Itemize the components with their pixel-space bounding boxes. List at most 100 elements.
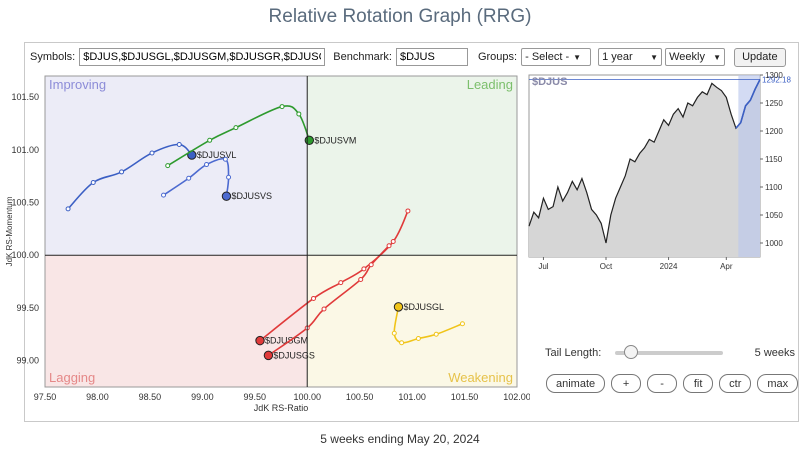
symbols-input[interactable]: [79, 48, 326, 66]
price-recent-line: [735, 79, 761, 129]
series-label: $DJUSVL: [197, 150, 237, 160]
x-tick-label: 100.50: [346, 392, 374, 402]
series-label: $DJUSVS: [231, 191, 272, 201]
groups-select-value: - Select -: [525, 51, 570, 63]
price-y-tick-label: 1300: [765, 72, 783, 80]
series-head-point: [304, 135, 315, 146]
y-tick-label: 99.00: [16, 356, 39, 366]
series-tail-point: [399, 340, 405, 346]
max-button[interactable]: max: [757, 374, 799, 393]
frequency-select-value: Weekly: [669, 51, 705, 63]
y-tick-label: 101.50: [11, 92, 39, 102]
y-tick-label: 99.50: [16, 303, 39, 313]
period-select[interactable]: 1 year ▼: [598, 48, 663, 66]
x-tick-label: 98.50: [139, 392, 162, 402]
benchmark-input[interactable]: [395, 48, 468, 66]
series-tail-point: [207, 137, 213, 143]
series-head-point: [255, 335, 265, 346]
slider-handle[interactable]: [623, 345, 638, 359]
plot-border: [44, 75, 518, 388]
y-tick-label: 100.00: [11, 250, 39, 260]
quadrant-improving: [45, 76, 308, 256]
page-title: Relative Rotation Graph (RRG): [268, 6, 532, 27]
series-tail-point: [165, 163, 171, 169]
price-chart-title: $DJUS: [532, 76, 567, 88]
controls-bar: Symbols: Benchmark: Groups: - Select - ▼…: [30, 47, 790, 67]
price-y-tick-label: 1050: [765, 211, 783, 220]
y-tick-label: 100.50: [11, 198, 39, 208]
series-tail-point: [390, 239, 396, 245]
series-head-point: [393, 302, 404, 312]
price-line: [528, 79, 761, 244]
series-tail-point: [186, 175, 192, 181]
series-tail-point: [204, 162, 210, 168]
quadrant-leading: [307, 76, 517, 256]
chevron-down-icon: ▼: [713, 52, 722, 62]
tail-length-control: Tail Length: 5 weeks: [545, 344, 795, 362]
series-label: $DJUSGM: [265, 336, 308, 346]
x-tick-label: 101.00: [398, 392, 426, 402]
series-tail-point: [415, 336, 421, 342]
price-x-tick-label: Jul: [538, 262, 548, 271]
quadrant-lagging: [45, 255, 308, 387]
series-tail-point: [433, 331, 439, 337]
zoom-in-button[interactable]: +: [611, 374, 642, 393]
series-tail-point: [368, 262, 374, 268]
series-tail-point: [391, 330, 397, 336]
series-tail-point: [321, 306, 327, 312]
tail-length-slider[interactable]: [615, 345, 724, 359]
series-tail-point: [279, 104, 285, 110]
date-range-caption: 5 weeks ending May 20, 2024: [320, 432, 480, 446]
period-select-value: 1 year: [602, 51, 633, 63]
series-tail-point: [459, 321, 465, 327]
x-axis-label: JdK RS-Ratio: [254, 403, 309, 413]
series-tail-point: [176, 142, 182, 148]
series-tail-point: [161, 192, 167, 198]
series-tail-point: [119, 169, 125, 175]
series-tail-point: [233, 125, 239, 131]
series-head-point: [263, 350, 274, 361]
series-tail-point: [65, 206, 71, 212]
center-button[interactable]: ctr: [719, 374, 752, 393]
series-tail-point: [361, 266, 367, 272]
series-tail-point: [405, 208, 411, 214]
zoom-out-button[interactable]: -: [647, 374, 678, 393]
chart-buttons: animate + - fit ctr max: [546, 374, 799, 393]
y-tick-label: 101.00: [11, 145, 39, 155]
series-tail-point: [226, 174, 232, 180]
frequency-select[interactable]: Weekly ▼: [665, 48, 726, 66]
animate-button[interactable]: animate: [546, 374, 606, 393]
chevron-down-icon: ▼: [573, 52, 582, 62]
y-axis-label: JdK RS-Momentum: [5, 196, 14, 266]
price-y-tick-label: 1250: [765, 99, 783, 108]
last-value-label: 1292.18: [762, 75, 791, 84]
series-tail-point: [358, 276, 364, 282]
groups-select[interactable]: - Select - ▼: [521, 48, 592, 66]
quadrant-label-leading: Leading: [467, 77, 513, 92]
price-area: [529, 79, 760, 257]
price-x-tick-label: 2024: [660, 262, 678, 271]
price-x-tick-label: Apr: [720, 262, 733, 271]
series-tail-point: [296, 111, 302, 117]
tail-length-value: 5 weeks: [754, 347, 795, 359]
x-tick-label: 101.50: [451, 392, 479, 402]
series-tail-point: [149, 150, 155, 156]
update-button[interactable]: Update: [734, 47, 786, 67]
quadrant-label-improving: Improving: [49, 77, 106, 92]
series-label: $DJUSGL: [403, 302, 444, 312]
x-tick-label: 99.50: [244, 392, 267, 402]
quadrant-label-lagging: Lagging: [49, 370, 95, 385]
x-tick-label: 98.00: [86, 392, 109, 402]
benchmark-label: Benchmark:: [333, 51, 392, 63]
price-y-tick-label: 1150: [765, 155, 783, 164]
series-tail-point: [386, 243, 392, 249]
x-tick-label: 102.00: [503, 392, 530, 402]
x-tick-label: 100.00: [293, 392, 321, 402]
chevron-down-icon: ▼: [650, 52, 659, 62]
symbols-label: Symbols:: [30, 51, 76, 63]
groups-label: Groups:: [477, 51, 518, 63]
rrg-chart: Improving Leading Lagging Weakening $DJUSVL…: [5, 75, 530, 413]
fit-button[interactable]: fit: [683, 374, 714, 393]
price-chart: 1292.18 $DJUS 1000 1050 1100 1150 1200 1250 1300…: [528, 72, 791, 271]
series-tail-point: [311, 295, 317, 301]
